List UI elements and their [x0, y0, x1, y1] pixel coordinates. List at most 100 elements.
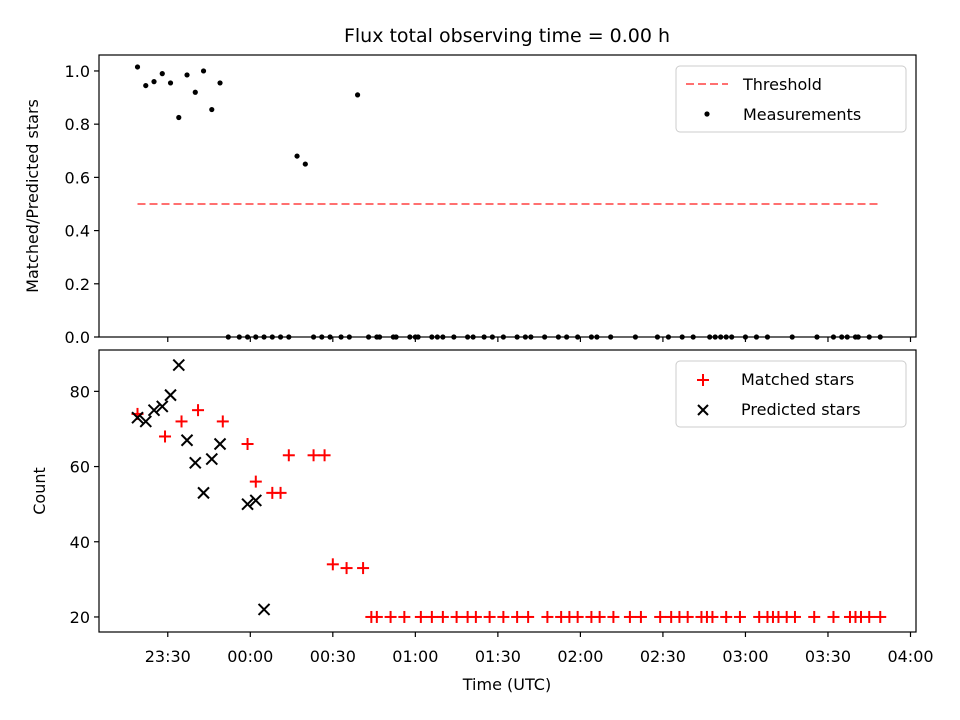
- predicted-star-point: [180, 434, 194, 447]
- measurement-point: [167, 80, 174, 86]
- matched-star-point: [450, 610, 463, 623]
- measurement-point: [176, 114, 182, 121]
- x-tick-label: 01:30: [475, 647, 521, 666]
- matched-star-point: [483, 610, 496, 623]
- matched-star-point: [175, 415, 188, 428]
- matched-legend-swatch: [697, 374, 709, 386]
- chart-title: Flux total observing time = 0.00 h: [344, 25, 670, 47]
- matched-star-point: [425, 610, 438, 623]
- x-tick-label: 03:00: [722, 647, 768, 666]
- matched-star-point: [788, 610, 801, 623]
- count-panel: 20 40 60 80 23:30 00:00 00:30 01:00 01:30 02:00 0…: [30, 349, 934, 694]
- matched-star-point: [436, 610, 449, 623]
- matched-star-point: [274, 486, 287, 499]
- matched-star-point: [863, 610, 876, 623]
- ratio-y-tick-label: 0.2: [65, 275, 90, 294]
- matched-star-point: [357, 562, 370, 575]
- predicted-legend-label: Predicted stars: [741, 400, 861, 419]
- matched-star-point: [874, 610, 887, 623]
- matched-star-point: [216, 415, 229, 428]
- predicted-star-point: [197, 486, 210, 500]
- matched-star-point: [326, 558, 339, 571]
- predicted-star-point: [164, 388, 177, 402]
- matched-star-point: [623, 610, 636, 623]
- matched-star-point: [414, 610, 427, 623]
- matched-star-point: [307, 449, 320, 462]
- predicted-star-point: [156, 400, 169, 413]
- x-tick-label: 00:00: [227, 647, 273, 666]
- x-tick-label: 04:00: [887, 647, 933, 666]
- matched-star-point: [808, 610, 821, 623]
- measurement-point: [354, 92, 361, 98]
- matched-star-point: [249, 475, 262, 488]
- matched-star-point: [522, 610, 535, 623]
- ratio-y-tick-label: 1.0: [65, 62, 90, 81]
- predicted-star-point: [131, 411, 144, 424]
- measurement-point: [134, 64, 141, 70]
- matched-star-point: [159, 430, 172, 443]
- ratio-y-tick-label: 0.4: [65, 222, 90, 241]
- ratio-panel: Flux total observing time = 0.00 h 0.00.…: [23, 25, 917, 347]
- matched-star-point: [370, 610, 383, 623]
- matched-star-point: [511, 610, 524, 623]
- count-y-tick-label: 80: [70, 382, 90, 401]
- ratio-x-ticks: [167, 337, 912, 342]
- measurement-point: [151, 79, 157, 85]
- matched-legend-label: Matched stars: [741, 370, 854, 389]
- measurement-point: [184, 72, 190, 78]
- matched-star-point: [720, 610, 733, 623]
- matched-star-point: [469, 610, 482, 623]
- measurement-point: [159, 71, 165, 77]
- measurement-point: [209, 106, 215, 113]
- predicted-star-point: [257, 603, 271, 616]
- matched-star-point: [571, 610, 584, 623]
- measurement-point: [143, 82, 149, 89]
- predicted-star-point: [147, 403, 161, 417]
- matched-star-point: [681, 610, 694, 623]
- x-tick-label: 00:30: [310, 647, 356, 666]
- measurements-legend-swatch: [704, 111, 710, 117]
- measurement-point: [200, 68, 207, 74]
- x-axis-label: Time (UTC): [462, 675, 551, 694]
- threshold-legend-label: Threshold: [742, 75, 822, 94]
- matched-stars-points: [131, 404, 887, 623]
- predicted-stars-points: [131, 358, 271, 616]
- matched-star-point: [398, 610, 411, 623]
- ratio-y-tick-label: 0.6: [65, 168, 90, 187]
- x-tick-label: 23:30: [145, 647, 191, 666]
- matched-star-point: [282, 449, 295, 462]
- ratio-axes-frame: [98, 54, 917, 338]
- matched-star-point: [241, 438, 254, 450]
- ratio-y-tick-label: 0.0: [65, 328, 90, 347]
- measurement-point: [294, 153, 300, 159]
- ratio-y-ticks: 0.0 0.2 0.4 0.6 0.8 1.0: [65, 62, 99, 347]
- predicted-star-point: [189, 456, 202, 470]
- predicted-star-point: [139, 415, 152, 428]
- x-tick-label: 02:30: [640, 647, 686, 666]
- count-y-tick-label: 40: [70, 533, 90, 552]
- matched-star-point: [541, 610, 554, 623]
- count-legend: Matched stars Predicted stars: [675, 360, 907, 428]
- count-x-ticks: 23:30 00:00 00:30 01:00 01:30 02:00 02:30 03:00…: [145, 632, 934, 666]
- matched-star-point: [607, 610, 620, 623]
- predicted-star-point: [172, 358, 185, 372]
- matched-star-point: [654, 610, 667, 623]
- matched-star-point: [384, 610, 397, 623]
- predicted-star-point: [205, 452, 218, 466]
- matched-star-point: [634, 610, 647, 623]
- matched-star-point: [340, 562, 353, 575]
- x-tick-label: 03:30: [805, 647, 851, 666]
- ratio-legend: Threshold Measurements: [675, 65, 907, 133]
- count-axes-frame: [98, 349, 917, 633]
- count-y-ticks: 20 40 60 80: [70, 382, 99, 627]
- count-y-tick-label: 60: [70, 458, 90, 477]
- ratio-y-tick-label: 0.8: [65, 115, 90, 134]
- measurement-point: [302, 161, 308, 167]
- measurements-legend-label: Measurements: [743, 105, 861, 124]
- count-legend-box: [675, 360, 907, 428]
- matched-star-point: [593, 610, 606, 623]
- predicted-star-point: [241, 497, 254, 511]
- count-y-tick-label: 20: [70, 608, 90, 627]
- matched-star-point: [497, 610, 510, 623]
